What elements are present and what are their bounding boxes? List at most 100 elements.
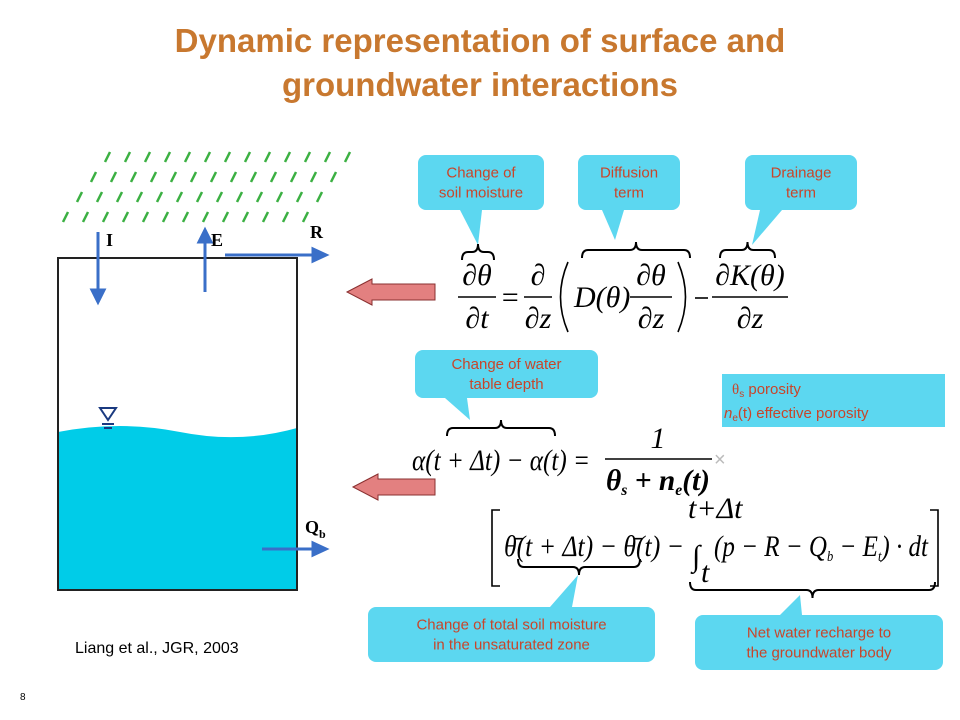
brace — [461, 243, 495, 261]
raindrop — [81, 211, 90, 223]
raindrop — [141, 211, 150, 223]
citation: Liang et al., JGR, 2003 — [75, 640, 239, 657]
raindrop — [121, 211, 130, 223]
raindrop — [189, 171, 198, 183]
equation-term: ∂t — [465, 302, 489, 335]
callout-text: term — [614, 185, 644, 202]
flux-arrows — [89, 226, 330, 558]
raindrop — [123, 151, 132, 163]
callouts: Change of soil moisture Diffusion term Drain… — [368, 155, 943, 670]
groundwater — [58, 426, 297, 590]
page-number: 8 — [20, 692, 26, 703]
brace — [581, 241, 691, 259]
brace — [689, 581, 936, 599]
raindrop — [115, 191, 124, 203]
raindrop — [89, 171, 98, 183]
inflow-label: I — [106, 230, 113, 250]
raindrop — [269, 171, 278, 183]
raindrop — [315, 191, 324, 203]
raindrop — [223, 151, 232, 163]
callout-pointer — [550, 575, 578, 607]
raindrop — [303, 151, 312, 163]
raindrop — [163, 151, 172, 163]
raindrop — [241, 211, 250, 223]
equation-term: θs + ne(t) — [606, 464, 710, 499]
equation-term: ∂z — [525, 302, 552, 335]
equation-term: × — [714, 449, 726, 471]
equation-term: − — [691, 281, 711, 314]
raindrop — [149, 171, 158, 183]
raindrop — [201, 211, 210, 223]
equation-term: ∂ — [531, 259, 546, 292]
raindrop — [343, 151, 352, 163]
callout-text: the groundwater body — [746, 645, 892, 662]
equation-term: ∂z — [737, 302, 764, 335]
callout-text: term — [786, 185, 816, 202]
equation-term: t+Δt — [688, 492, 743, 525]
brace — [446, 419, 556, 437]
equation-term: α(t + Δt) − α(t) = — [412, 444, 590, 477]
baseflow-label: Qb — [305, 517, 326, 541]
equation-term: ∂θ — [462, 259, 492, 292]
raindrop — [215, 191, 224, 203]
brace — [517, 558, 641, 576]
raindrop — [281, 211, 290, 223]
callout-text: table depth — [469, 376, 543, 393]
raindrop — [195, 191, 204, 203]
equation-term: ∂θ — [636, 259, 666, 292]
raindrop — [161, 211, 170, 223]
callout-text: soil moisture — [439, 185, 523, 202]
callout-pointer — [780, 595, 802, 615]
equation-term: (p − R − Qb − Et) · dt — [714, 530, 929, 565]
equation-term: ∂K(θ) — [715, 259, 785, 292]
raindrop — [183, 151, 192, 163]
raindrop — [309, 171, 318, 183]
callout-pointer — [445, 398, 470, 420]
equation-term: θ̄(t + Δt) − θ̄(t) − — [504, 530, 684, 563]
callout-text: Change of total soil moisture — [416, 617, 606, 634]
raindrop — [181, 211, 190, 223]
water-table-symbol — [98, 407, 118, 429]
soil-column — [57, 257, 298, 591]
raindrop — [261, 211, 270, 223]
callout-box — [578, 155, 680, 210]
runoff-label: R — [310, 222, 324, 242]
raindrop — [329, 171, 338, 183]
callout-box — [695, 615, 943, 670]
raindrop — [263, 151, 272, 163]
brace — [719, 241, 776, 259]
equation-term: = — [500, 281, 520, 314]
equation-term: D(θ) — [573, 281, 630, 314]
raindrop — [95, 191, 104, 203]
evaporation-label: E — [211, 230, 223, 250]
raindrop — [129, 171, 138, 183]
raindrop — [229, 171, 238, 183]
raindrop — [109, 171, 118, 183]
raindrop — [323, 151, 332, 163]
callout-box — [415, 350, 598, 398]
equation-1 — [458, 261, 788, 333]
raindrop — [135, 191, 144, 203]
raindrop — [175, 191, 184, 203]
callout-box — [418, 155, 544, 210]
equation-term: t — [701, 556, 710, 589]
arrow — [351, 473, 436, 501]
raindrop — [203, 151, 212, 163]
title: Dynamic representation of surface and — [175, 22, 786, 59]
raindrop — [103, 151, 112, 163]
equation-term: ∂z — [638, 302, 665, 335]
raindrop — [209, 171, 218, 183]
callout-text: Net water recharge to — [747, 625, 891, 642]
callout-pointer — [602, 210, 624, 240]
equation-term: 1 — [651, 422, 666, 455]
callout-text: Drainage — [771, 165, 832, 182]
raindrop — [101, 211, 110, 223]
legend-entry: ne(t) effective porosity — [724, 405, 869, 424]
raindrop — [61, 211, 70, 223]
legend-box — [722, 374, 945, 427]
arrow — [345, 278, 436, 306]
callout-text: Change of water — [451, 356, 561, 373]
callout-text: Diffusion — [600, 165, 658, 182]
legend-entry: θs porosity — [732, 381, 801, 400]
